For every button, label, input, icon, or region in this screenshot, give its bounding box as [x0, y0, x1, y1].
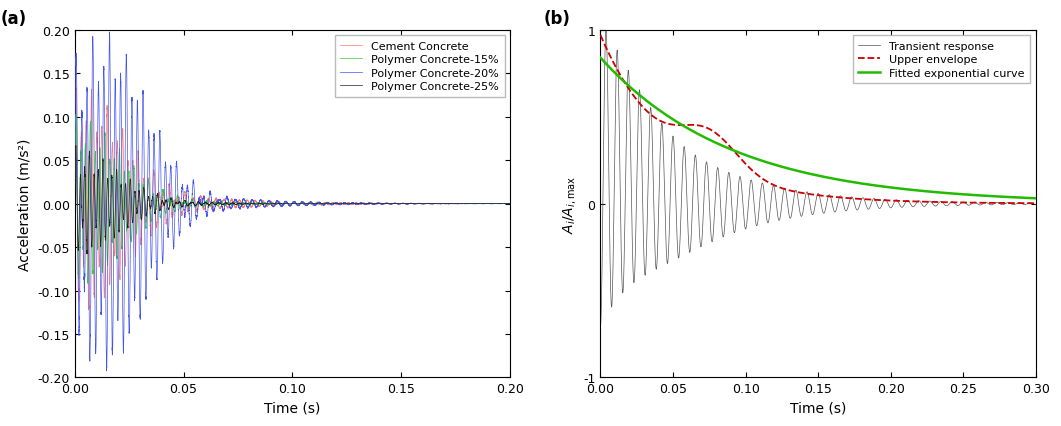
Transient response	[621, 119, 633, 124]
Upper envelope	[807, 193, 820, 198]
Line: Fitted exponential curve: Fitted exponential curve	[601, 58, 1036, 199]
Fitted exponential curve	[1029, 196, 1042, 201]
Polymer Concrete-25%	[326, 201, 338, 207]
Line: Cement Concrete: Cement Concrete	[74, 88, 510, 310]
Line: Transient response: Transient response	[601, 31, 1036, 327]
Polymer Concrete-15%	[504, 201, 517, 207]
Line: Upper envelope: Upper envelope	[601, 36, 1036, 204]
X-axis label: Time (s): Time (s)	[790, 401, 847, 415]
Y-axis label: $A_i/A_{i,\mathrm{max}}$: $A_i/A_{i,\mathrm{max}}$	[560, 175, 577, 233]
Cement Concrete	[392, 202, 404, 207]
Cement Concrete	[68, 190, 81, 196]
Polymer Concrete-20%	[345, 201, 358, 206]
Polymer Concrete-20%	[392, 202, 404, 207]
Line: Polymer Concrete-15%: Polymer Concrete-15%	[74, 115, 510, 284]
Polymer Concrete-25%	[345, 201, 358, 207]
Legend: Cement Concrete, Polymer Concrete-15%, Polymer Concrete-20%, Polymer Concrete-25: Cement Concrete, Polymer Concrete-15%, P…	[334, 36, 505, 97]
Polymer Concrete-20%	[68, 192, 81, 197]
Polymer Concrete-25%	[392, 201, 404, 207]
Fitted exponential curve	[1007, 195, 1020, 200]
Polymer Concrete-15%	[90, 212, 103, 217]
Fitted exponential curve	[620, 82, 632, 87]
Polymer Concrete-20%	[415, 201, 428, 206]
Cement Concrete	[83, 308, 95, 313]
Polymer Concrete-15%	[392, 201, 404, 207]
Transient response	[679, 167, 692, 173]
Fitted exponential curve	[807, 173, 820, 178]
Polymer Concrete-25%	[504, 201, 517, 207]
Cement Concrete	[70, 86, 83, 91]
Fitted exponential curve	[596, 58, 609, 63]
Text: (a): (a)	[1, 10, 27, 28]
Transient response	[807, 212, 820, 217]
Polymer Concrete-20%	[103, 30, 116, 35]
Upper envelope	[612, 70, 625, 75]
Upper envelope	[594, 33, 607, 38]
Polymer Concrete-15%	[82, 281, 94, 286]
Cement Concrete	[415, 202, 428, 207]
Polymer Concrete-20%	[326, 203, 338, 208]
Polymer Concrete-20%	[90, 298, 103, 303]
Polymer Concrete-25%	[226, 201, 239, 206]
Cement Concrete	[226, 198, 239, 203]
Polymer Concrete-20%	[226, 204, 239, 209]
Fitted exponential curve	[679, 125, 692, 130]
Y-axis label: Acceleration (m/s²): Acceleration (m/s²)	[18, 138, 32, 270]
Upper envelope	[596, 38, 609, 43]
Transient response	[1007, 202, 1020, 207]
Transient response	[612, 83, 625, 88]
Fitted exponential curve	[594, 56, 607, 61]
Cement Concrete	[345, 202, 358, 207]
X-axis label: Time (s): Time (s)	[264, 401, 320, 415]
Polymer Concrete-25%	[415, 201, 428, 207]
Transient response	[594, 324, 607, 329]
Cement Concrete	[90, 135, 103, 141]
Polymer Concrete-15%	[68, 193, 81, 198]
Polymer Concrete-25%	[81, 252, 93, 257]
Polymer Concrete-15%	[226, 203, 239, 208]
Cement Concrete	[504, 201, 517, 207]
Polymer Concrete-25%	[70, 144, 83, 149]
Polymer Concrete-20%	[100, 368, 112, 374]
Transient response	[596, 239, 609, 244]
Upper envelope	[620, 83, 632, 89]
Cement Concrete	[326, 201, 338, 206]
Upper envelope	[1029, 201, 1042, 206]
Polymer Concrete-15%	[326, 201, 338, 207]
Fitted exponential curve	[612, 75, 625, 80]
Polymer Concrete-20%	[504, 201, 517, 207]
Polymer Concrete-25%	[90, 219, 103, 224]
Transient response	[599, 28, 612, 33]
Text: (b): (b)	[544, 10, 571, 28]
Polymer Concrete-15%	[415, 201, 428, 207]
Transient response	[1029, 202, 1042, 207]
Upper envelope	[1007, 201, 1020, 206]
Upper envelope	[679, 123, 692, 128]
Polymer Concrete-25%	[68, 197, 81, 202]
Polymer Concrete-15%	[345, 201, 358, 207]
Line: Polymer Concrete-20%: Polymer Concrete-20%	[74, 33, 510, 371]
Polymer Concrete-15%	[70, 112, 83, 118]
Legend: Transient response, Upper envelope, Fitted exponential curve: Transient response, Upper envelope, Fitt…	[853, 36, 1030, 84]
Line: Polymer Concrete-25%: Polymer Concrete-25%	[74, 146, 510, 254]
